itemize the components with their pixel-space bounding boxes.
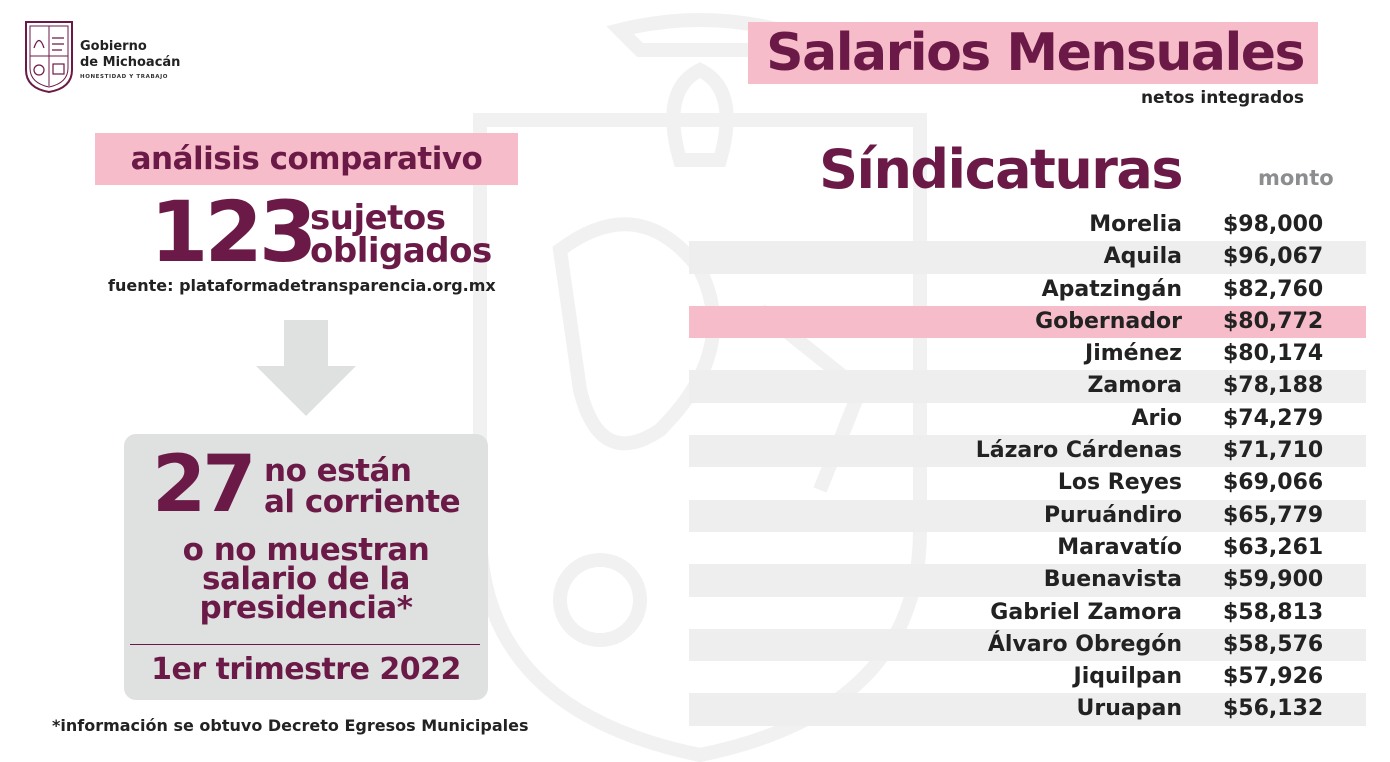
subjects-label-line1: sujetos	[310, 198, 446, 238]
row-amount: $58,813	[1223, 599, 1324, 625]
noncompliant-description-line3: presidencia*	[199, 590, 414, 626]
total-subjects-number: 123	[150, 183, 317, 281]
row-amount: $65,779	[1223, 502, 1324, 528]
table-row: Gobernador $80,772	[689, 305, 1366, 339]
amount-column-header: monto	[1258, 166, 1334, 190]
table-row: Aquila $96,067	[689, 241, 1366, 274]
row-name: Álvaro Obregón	[987, 631, 1182, 657]
row-name: Lázaro Cárdenas	[975, 438, 1182, 464]
table-row: Puruándiro $65,779	[689, 499, 1366, 532]
noncompliant-description: o no muestran salario de la presidencia*	[124, 532, 488, 626]
row-amount: $78,188	[1223, 373, 1324, 399]
table-row: Maravatío $63,261	[689, 532, 1366, 564]
row-amount: $59,900	[1223, 567, 1324, 593]
logo-text-line1: Gobierno	[80, 39, 147, 54]
row-name: Aquila	[1103, 244, 1182, 270]
row-amount: $96,067	[1223, 244, 1324, 270]
row-amount: $57,926	[1223, 664, 1324, 690]
row-amount: $63,261	[1223, 534, 1324, 560]
row-amount: $71,710	[1223, 438, 1324, 464]
row-name: Jiménez	[1085, 341, 1182, 367]
row-name: Maravatío	[1057, 534, 1182, 560]
table-row: Los Reyes $69,066	[689, 467, 1366, 499]
table-row: Lázaro Cárdenas $71,710	[689, 435, 1366, 468]
divider	[130, 644, 480, 645]
row-name: Los Reyes	[1057, 470, 1182, 496]
logo-motto: HONESTIDAD Y TRABAJO	[80, 74, 169, 80]
subjects-label-line2: obligados	[310, 231, 492, 271]
government-logo: Gobierno de Michoacán HONESTIDAD Y TRABA…	[24, 18, 204, 96]
table-row: Jiménez $80,174	[689, 338, 1366, 370]
row-amount: $69,066	[1223, 470, 1324, 496]
table-row: Álvaro Obregón $58,576	[689, 628, 1366, 662]
analisis-banner: análisis comparativo	[95, 133, 518, 185]
row-amount: $58,576	[1223, 631, 1324, 657]
noncompliant-description-line1: o no muestran	[182, 532, 430, 568]
row-name: Puruándiro	[1043, 502, 1182, 528]
row-amount: $74,279	[1223, 405, 1324, 431]
noncompliant-description-line2: salario de la	[202, 561, 410, 597]
analisis-label: análisis comparativo	[130, 141, 483, 177]
row-name: Jiquilpan	[1073, 664, 1182, 690]
michoacan-shield-icon	[25, 21, 73, 94]
page-subtitle: netos integrados	[1140, 88, 1304, 108]
table-row: Buenavista $59,900	[689, 564, 1366, 597]
row-name: Zamora	[1087, 373, 1182, 399]
row-name: Uruapan	[1076, 696, 1182, 722]
row-name: Ario	[1131, 405, 1182, 431]
section-heading: Síndicaturas	[819, 138, 1183, 201]
noncompliant-label-line2: al corriente	[264, 484, 461, 520]
row-name: Buenavista	[1043, 567, 1182, 593]
footnote: *información se obtuvo Decreto Egresos M…	[52, 716, 529, 735]
row-amount: $80,772	[1223, 308, 1324, 334]
table-row: Jiquilpan $57,926	[689, 661, 1366, 693]
table-row: Zamora $78,188	[689, 370, 1366, 403]
table-row: Uruapan $56,132	[689, 693, 1366, 726]
row-name: Morelia	[1089, 212, 1182, 237]
row-amount: $98,000	[1223, 212, 1324, 237]
row-amount: $82,760	[1223, 276, 1324, 302]
noncompliant-number: 27	[152, 440, 257, 530]
table-row: Gabriel Zamora $58,813	[689, 597, 1366, 629]
noncompliant-label-line1: no están	[264, 453, 412, 489]
salary-table: Morelia $98,000 Aquila $96,067 Apatzingán $82…	[689, 209, 1366, 726]
row-name: Gobernador	[1035, 308, 1182, 334]
page-title: Salarios Mensuales	[766, 23, 1305, 83]
table-row: Ario $74,279	[689, 403, 1366, 435]
row-name: Gabriel Zamora	[990, 599, 1182, 625]
logo-text-line2: de Michoacán	[80, 55, 181, 70]
down-arrow-icon	[256, 320, 356, 416]
title-banner: Salarios Mensuales	[748, 22, 1318, 84]
row-amount: $80,174	[1223, 341, 1324, 367]
table-row: Morelia $98,000	[689, 209, 1366, 241]
source-text: fuente: plataformadetransparencia.org.mx	[108, 276, 496, 295]
row-name: Apatzingán	[1041, 276, 1182, 302]
table-row: Apatzingán $82,760	[689, 274, 1366, 306]
row-amount: $56,132	[1223, 696, 1324, 722]
period-label: 1er trimestre 2022	[151, 652, 461, 687]
noncompliant-summary-box: 27 no están al corriente o no muestran s…	[124, 434, 488, 700]
